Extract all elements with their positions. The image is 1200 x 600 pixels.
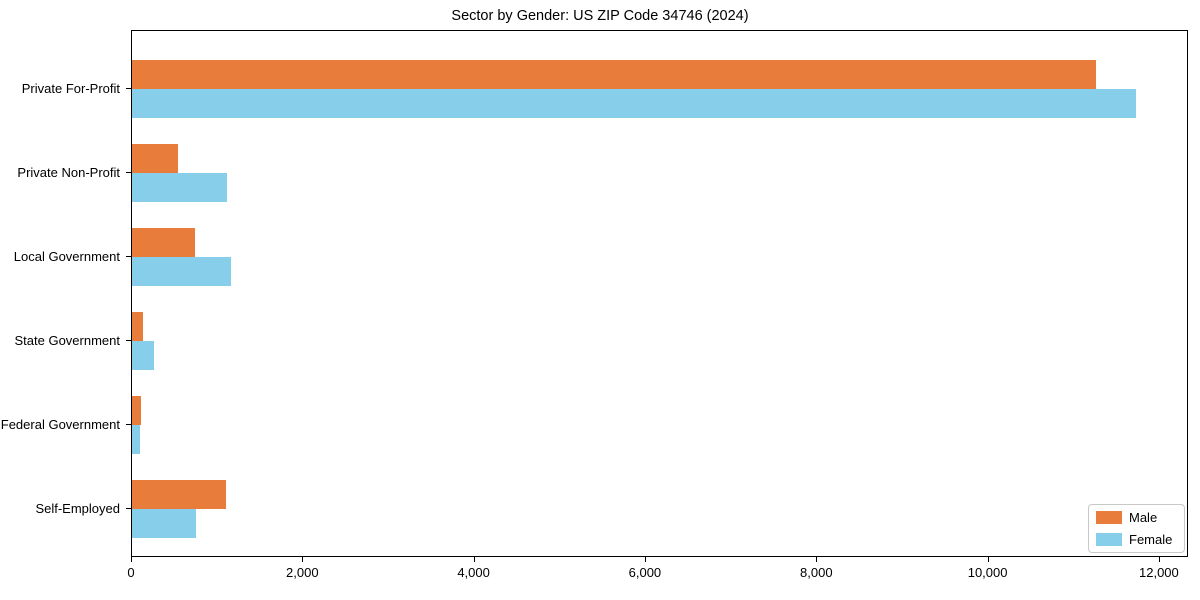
ytick-label: Federal Government bbox=[0, 417, 120, 432]
xtick-mark bbox=[1158, 557, 1160, 562]
ytick-mark bbox=[126, 88, 131, 89]
bar-group bbox=[132, 312, 1187, 370]
legend-swatch-male bbox=[1096, 511, 1122, 524]
bar-group bbox=[132, 396, 1187, 454]
xtick-mark bbox=[302, 557, 304, 562]
legend-swatch-female bbox=[1096, 533, 1122, 546]
bar-group bbox=[132, 144, 1187, 202]
xtick-label: 6,000 bbox=[628, 565, 662, 580]
bar-group bbox=[132, 60, 1187, 118]
legend-label: Female bbox=[1129, 532, 1173, 547]
xtick-mark bbox=[644, 557, 646, 562]
chart-title: Sector by Gender: US ZIP Code 34746 (202… bbox=[451, 8, 749, 24]
xtick-mark bbox=[987, 557, 989, 562]
bar-female-5 bbox=[132, 425, 141, 454]
legend: Male Female bbox=[1088, 504, 1185, 553]
xtick-label: 0 bbox=[127, 565, 135, 580]
bar-male-6 bbox=[132, 480, 227, 509]
bar-female-3 bbox=[132, 257, 232, 286]
ytick-label: Local Government bbox=[13, 249, 120, 264]
bar-male-3 bbox=[132, 228, 196, 257]
xtick-mark bbox=[131, 557, 132, 562]
ytick-mark bbox=[126, 172, 131, 173]
ytick-mark bbox=[126, 340, 131, 341]
plot-area bbox=[131, 30, 1188, 557]
ytick-label: Private Non-Profit bbox=[17, 165, 120, 180]
legend-entry-female: Female bbox=[1096, 533, 1176, 546]
xtick-label: 8,000 bbox=[800, 565, 833, 580]
legend-entry-male: Male bbox=[1096, 511, 1176, 524]
ytick-mark bbox=[126, 424, 131, 425]
ytick-label: Private For-Profit bbox=[21, 81, 120, 96]
ytick-label: State Government bbox=[14, 333, 121, 348]
bar-female-2 bbox=[132, 173, 228, 202]
bar-group bbox=[132, 480, 1187, 538]
bar-female-6 bbox=[132, 509, 197, 538]
bar-male-5 bbox=[132, 396, 142, 425]
bar-female-1 bbox=[132, 89, 1136, 118]
bar-female-4 bbox=[132, 341, 155, 370]
xtick-label: 10,000 bbox=[967, 565, 1008, 580]
legend-label: Male bbox=[1129, 510, 1158, 525]
xtick-label: 4,000 bbox=[457, 565, 490, 580]
bar-group bbox=[132, 228, 1187, 286]
xtick-mark bbox=[816, 557, 818, 562]
ytick-mark bbox=[126, 508, 131, 509]
bar-male-1 bbox=[132, 60, 1096, 89]
bar-male-2 bbox=[132, 144, 179, 173]
ytick-label: Self-Employed bbox=[35, 501, 120, 516]
xtick-mark bbox=[473, 557, 475, 562]
xtick-label: 12,000 bbox=[1139, 565, 1179, 580]
xtick-label: 2,000 bbox=[286, 565, 319, 580]
bar-male-4 bbox=[132, 312, 144, 341]
ytick-mark bbox=[126, 256, 131, 257]
